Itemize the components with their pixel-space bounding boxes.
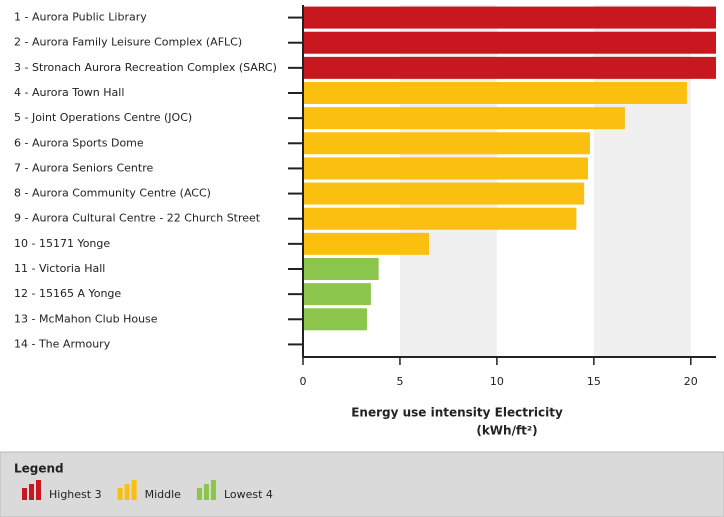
y-tick-label: 4 - Aurora Town Hall <box>14 86 124 99</box>
y-tick-label: 2 - Aurora Family Leisure Complex (AFLC) <box>14 36 242 49</box>
y-tick-label: 6 - Aurora Sports Dome <box>14 136 144 149</box>
bar <box>303 157 589 180</box>
y-tick-label: 9 - Aurora Cultural Centre - 22 Church S… <box>14 212 261 225</box>
y-tick-label: 13 - McMahon Club House <box>14 312 158 325</box>
x-tick-label: 15 <box>587 375 601 388</box>
bar <box>303 258 379 280</box>
x-tick-label: 10 <box>490 375 504 388</box>
bar <box>303 6 716 29</box>
bar <box>303 82 687 104</box>
legend-icon <box>36 480 41 500</box>
legend-icon <box>131 480 137 500</box>
legend-icon <box>117 488 123 500</box>
bar <box>303 283 371 306</box>
y-tick-label: 1 - Aurora Public Library <box>14 11 147 24</box>
y-tick-label: 8 - Aurora Community Centre (ACC) <box>14 187 211 200</box>
bar <box>303 182 585 205</box>
legend-label: Middle <box>145 488 182 501</box>
legend-panel <box>0 451 724 517</box>
y-tick-label: 5 - Joint Operations Centre (JOC) <box>14 111 192 124</box>
legend-icon <box>22 488 27 500</box>
legend-label: Lowest 4 <box>224 488 273 501</box>
legend-icon <box>210 480 216 500</box>
y-tick-label: 12 - 15165 A Yonge <box>14 287 121 300</box>
y-tick-label: 14 - The Armoury <box>14 337 111 350</box>
y-tick-label: 10 - 15171 Yonge <box>14 237 110 250</box>
y-tick-label: 11 - Victoria Hall <box>14 262 105 275</box>
legend-icon <box>29 484 34 500</box>
x-tick-label: 20 <box>684 375 698 388</box>
bar <box>303 232 430 255</box>
x-axis-label: Energy use intensity Electricity <box>351 406 563 420</box>
legend-icon <box>203 484 209 500</box>
legend-icon <box>196 488 202 500</box>
bar <box>303 308 367 331</box>
bar <box>303 132 590 155</box>
x-tick-label: 5 <box>396 375 403 388</box>
bar <box>303 207 577 230</box>
x-tick-label: 0 <box>300 375 307 388</box>
bar <box>303 56 716 79</box>
x-axis-label: (kWh/ft²) <box>476 424 537 438</box>
legend-label: Highest 3 <box>49 488 102 501</box>
bar <box>303 107 625 130</box>
bar <box>303 31 716 54</box>
y-tick-label: 7 - Aurora Seniors Centre <box>14 161 153 174</box>
legend-icon <box>124 484 130 500</box>
legend-title: Legend <box>14 462 64 476</box>
y-tick-label: 3 - Stronach Aurora Recreation Complex (… <box>14 61 277 74</box>
